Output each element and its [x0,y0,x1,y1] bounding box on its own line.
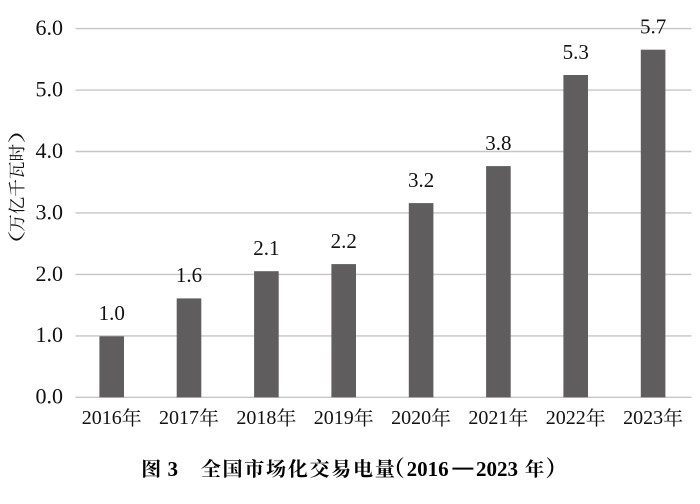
svg-text:2016: 2016 [82,407,122,429]
svg-text:1.6: 1.6 [176,263,202,287]
svg-text:2021: 2021 [468,407,508,429]
svg-text:1.0: 1.0 [99,301,125,325]
svg-text:4.0: 4.0 [36,138,64,163]
svg-text:3.2: 3.2 [408,168,434,192]
svg-text:6.0: 6.0 [36,15,64,40]
svg-text:5.7: 5.7 [640,15,666,39]
svg-text:3.8: 3.8 [485,131,511,155]
svg-text:2022: 2022 [546,407,586,429]
svg-text:1.0: 1.0 [36,322,64,347]
svg-text:0.0: 0.0 [36,384,64,409]
svg-text:2018: 2018 [236,407,276,429]
svg-text:2.0: 2.0 [36,261,64,286]
svg-text:2019: 2019 [314,407,354,429]
svg-text:2017: 2017 [159,407,199,429]
svg-text:2.2: 2.2 [331,229,357,253]
svg-text:5.3: 5.3 [563,40,589,64]
svg-text:5.0: 5.0 [36,77,64,102]
svg-text:3: 3 [168,457,179,481]
svg-text:2023: 2023 [623,407,663,429]
svg-text:3.0: 3.0 [36,199,64,224]
svg-text:2020: 2020 [391,407,431,429]
svg-text:2.1: 2.1 [253,236,279,260]
svg-text:2016: 2016 [407,457,449,481]
svg-text:2023: 2023 [476,457,518,481]
